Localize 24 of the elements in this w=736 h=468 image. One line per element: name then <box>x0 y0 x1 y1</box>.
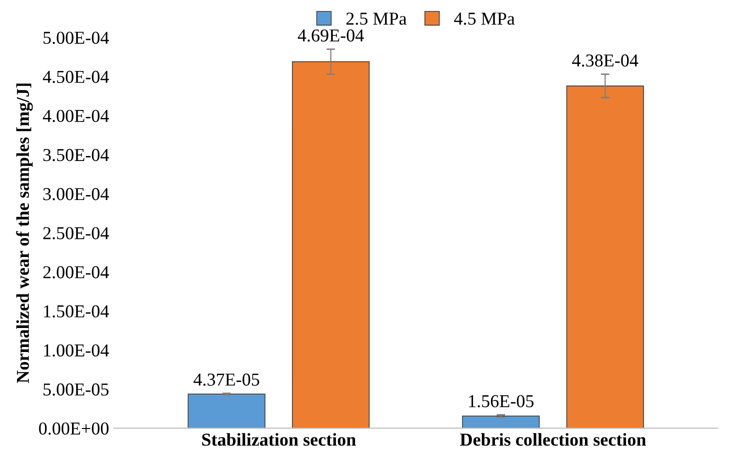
y-tick-label: 1.00E-04 <box>44 344 109 357</box>
data-label: 4.69E-04 <box>298 29 364 42</box>
bar <box>462 416 540 428</box>
data-label: 1.56E-05 <box>469 395 534 408</box>
y-tick-label: 2.00E-04 <box>43 266 109 278</box>
y-axis-title: Normalized wear of the samples [mg/J] <box>16 84 33 384</box>
bar <box>188 394 266 428</box>
y-tick-label: 4.00E-04 <box>42 110 109 122</box>
legend-label: 2.5 MPa <box>346 12 407 25</box>
y-tick-label: 5.00E-04 <box>44 32 109 44</box>
x-tick-label: Debris collection section <box>460 433 646 446</box>
y-tick-label: 1.50E-04 <box>44 305 109 318</box>
data-label: 4.38E-04 <box>572 54 638 67</box>
y-tick-label: 3.50E-04 <box>43 148 109 162</box>
bar <box>292 61 370 428</box>
y-tick-label: 4.50E-04 <box>42 70 109 84</box>
legend-label: 4.5 MPa <box>454 12 515 25</box>
bar <box>566 85 644 428</box>
y-tick-label: 2.50E-04 <box>43 227 109 240</box>
x-tick-label: Stabilization section <box>202 433 356 446</box>
data-label: 4.37E-05 <box>194 374 260 386</box>
y-tick-label: 3.00E-04 <box>43 188 109 200</box>
y-tick-label: 5.00E-05 <box>44 383 109 396</box>
y-tick-label: 0.00E+00 <box>39 422 109 435</box>
